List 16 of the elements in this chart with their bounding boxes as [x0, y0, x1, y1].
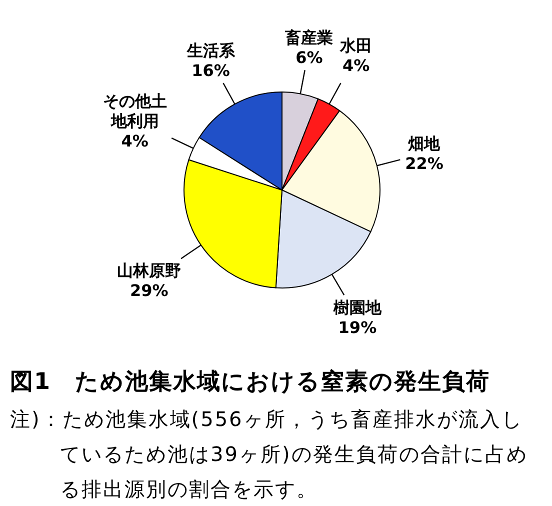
data-label: 16%: [192, 61, 230, 80]
text: 図1 ため池集水域における窒素の発生負荷: [10, 368, 492, 397]
data-label: 22%: [405, 154, 444, 174]
text: 注)：ため池集水域(556ヶ所，うち畜産排水が流入しているため池は39ヶ所)の発生負荷の合計に占める排出源別の割合を示す。: [10, 406, 529, 503]
data-label: 6%: [296, 48, 323, 67]
slice-label: 山林原野: [117, 260, 182, 280]
data-label: 4%: [121, 131, 148, 150]
slice-label: 畜産業: [284, 28, 334, 47]
slice-label: 水田: [339, 36, 372, 55]
slice-label: 畑地: [407, 134, 442, 154]
data-label: 4%: [342, 56, 370, 75]
data-label: 19%: [338, 318, 377, 338]
data-label: 29%: [130, 280, 168, 300]
slice-label: 生活系: [186, 41, 236, 60]
slice-label: その他土地利用: [102, 91, 167, 130]
slice-label: 樹園地: [332, 298, 382, 318]
